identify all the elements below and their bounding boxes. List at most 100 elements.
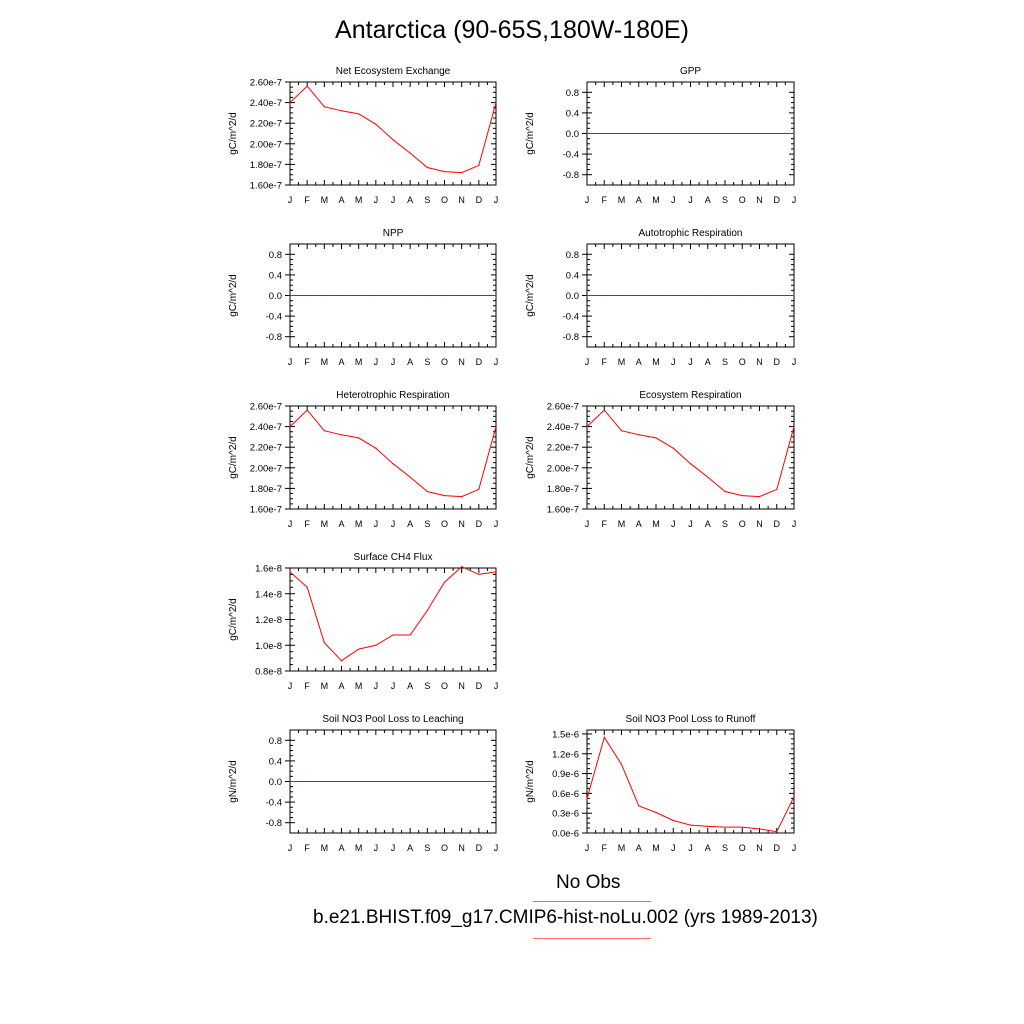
data-point: [741, 294, 743, 297]
x-tick-label: J: [688, 195, 693, 205]
x-tick-label: O: [739, 357, 746, 367]
data-point: [340, 294, 343, 297]
y-axis-label: gC/m^2/d: [525, 112, 536, 155]
x-tick-label: D: [774, 195, 781, 205]
x-tick-label: A: [705, 357, 711, 367]
x-tick-label: A: [338, 519, 344, 529]
x-tick-label: F: [304, 357, 310, 367]
x-tick-label: D: [774, 357, 781, 367]
data-point: [306, 409, 308, 411]
data-point: [793, 294, 795, 297]
y-tick-label: 2.40e-7: [250, 98, 282, 109]
y-tick-label: 0.4: [566, 108, 579, 119]
data-point: [586, 132, 588, 135]
y-tick-label: 2.60e-7: [250, 78, 282, 89]
x-tick-label: J: [391, 357, 396, 367]
data-point: [758, 132, 761, 135]
panel-title: Soil NO3 Pool Loss to Runoff: [626, 714, 756, 725]
data-point: [689, 294, 692, 297]
x-tick-label: A: [636, 195, 642, 205]
y-tick-label: 2.40e-7: [250, 422, 282, 433]
x-tick-label: S: [424, 357, 430, 367]
x-tick-label: M: [355, 519, 363, 529]
x-tick-label: A: [636, 519, 642, 529]
x-tick-label: O: [441, 843, 448, 853]
plot-frame: [586, 729, 795, 834]
data-point: [323, 106, 325, 108]
x-tick-label: D: [476, 681, 483, 691]
x-tick-label: J: [288, 195, 293, 205]
data-point: [495, 102, 497, 104]
data-point: [620, 430, 623, 432]
x-tick-label: N: [458, 681, 465, 691]
data-point: [620, 763, 623, 765]
data-point: [443, 495, 446, 497]
data-point: [478, 164, 480, 167]
panel-title: Net Ecosystem Exchange: [336, 66, 451, 77]
x-tick-label: S: [722, 519, 728, 529]
data-point: [443, 171, 446, 173]
y-tick-label: 1.80e-7: [547, 484, 579, 495]
data-point: [603, 409, 605, 411]
y-tick-label: -0.4: [266, 798, 282, 809]
x-tick-label: M: [618, 195, 626, 205]
x-tick-label: O: [441, 357, 448, 367]
x-tick-label: F: [304, 195, 310, 205]
x-tick-label: N: [458, 195, 465, 205]
chart-panel-8: Soil NO3 Pool Loss to Leaching gN/m^2/d J F…: [228, 714, 498, 853]
data-point: [724, 490, 726, 493]
x-tick-label: J: [288, 681, 293, 691]
data-point: [758, 294, 761, 297]
panel-title: NPP: [383, 228, 404, 239]
panel-title: Ecosystem Respiration: [639, 390, 741, 401]
data-point: [776, 294, 778, 297]
y-tick-label: 0.4: [566, 270, 579, 281]
y-tick-label: 1.80e-7: [250, 484, 282, 495]
data-point: [655, 437, 657, 439]
data-point: [461, 172, 463, 174]
data-point: [638, 294, 640, 297]
x-tick-label: D: [476, 195, 483, 205]
x-tick-label: D: [774, 843, 781, 853]
panel-title: GPP: [680, 66, 701, 77]
data-point: [306, 586, 308, 588]
data-point: [758, 828, 761, 830]
x-tick-label: A: [338, 681, 344, 691]
y-axis-label: gN/m^2/d: [525, 760, 536, 803]
data-point: [776, 132, 778, 135]
data-point: [323, 430, 325, 432]
x-tick-label: N: [458, 357, 465, 367]
y-tick-label: -0.8: [563, 332, 579, 343]
y-tick-label: 0.3e-6: [552, 809, 579, 820]
series-line: [289, 85, 497, 174]
data-point: [392, 780, 394, 783]
data-point: [638, 805, 640, 807]
x-tick-label: M: [618, 357, 626, 367]
data-point: [340, 780, 343, 783]
y-tick-label: 0.4: [269, 756, 282, 767]
data-point: [793, 132, 795, 135]
x-tick-label: F: [602, 843, 608, 853]
x-tick-label: M: [355, 195, 363, 205]
y-tick-label: 1.80e-7: [250, 160, 282, 171]
data-point: [758, 496, 761, 498]
x-tick-label: S: [424, 681, 430, 691]
x-tick-label: N: [756, 519, 763, 529]
series-line: [586, 736, 795, 833]
x-tick-label: S: [722, 843, 728, 853]
y-tick-label: 1.2e-8: [255, 615, 282, 626]
x-tick-label: J: [688, 357, 693, 367]
x-tick-label: M: [355, 681, 363, 691]
x-tick-label: S: [424, 195, 430, 205]
data-point: [289, 780, 291, 783]
data-point: [443, 581, 446, 583]
x-tick-label: D: [476, 843, 483, 853]
data-point: [443, 294, 446, 297]
y-tick-label: 0.8: [566, 88, 579, 99]
x-tick-label: D: [476, 357, 483, 367]
x-tick-label: J: [671, 195, 676, 205]
x-tick-label: A: [407, 195, 413, 205]
